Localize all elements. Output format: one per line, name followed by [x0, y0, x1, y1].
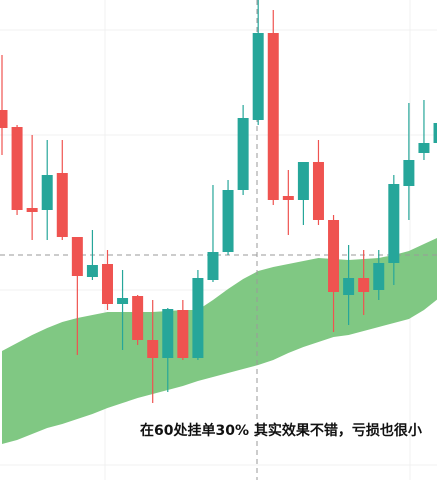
candle-body [177, 310, 189, 358]
candle-body [41, 175, 53, 210]
candle-body [237, 118, 249, 190]
candle-body [71, 237, 83, 276]
candle-body [147, 340, 159, 358]
candle-body [297, 162, 309, 200]
candle-body [418, 143, 430, 153]
candle-body [11, 127, 23, 210]
candle-body [312, 162, 324, 220]
candle-body [403, 160, 415, 186]
candles-layer [0, 0, 437, 403]
band-area [2, 237, 437, 444]
band-layer [2, 237, 437, 444]
candle-body [222, 190, 234, 252]
candle-body [162, 309, 174, 358]
candle-body [56, 173, 68, 237]
candle-body [343, 278, 355, 295]
candle-body [252, 33, 264, 120]
candle-body [282, 196, 294, 200]
candle-body [117, 298, 129, 304]
candle-body [86, 265, 98, 277]
candle-body [207, 252, 219, 280]
candle-body [373, 263, 385, 290]
candle-body [267, 33, 279, 200]
candle-body [328, 220, 340, 292]
candle-body [388, 184, 400, 263]
candle-body [101, 264, 113, 304]
annotation: 在60处挂单30% 其实效果不错，亏损也很小 [140, 422, 422, 439]
candle-body [0, 110, 8, 128]
candle-body [358, 278, 370, 292]
candle-body [26, 208, 38, 212]
candle-body [132, 296, 144, 340]
candle-body [433, 123, 437, 143]
candle-body [192, 278, 204, 358]
